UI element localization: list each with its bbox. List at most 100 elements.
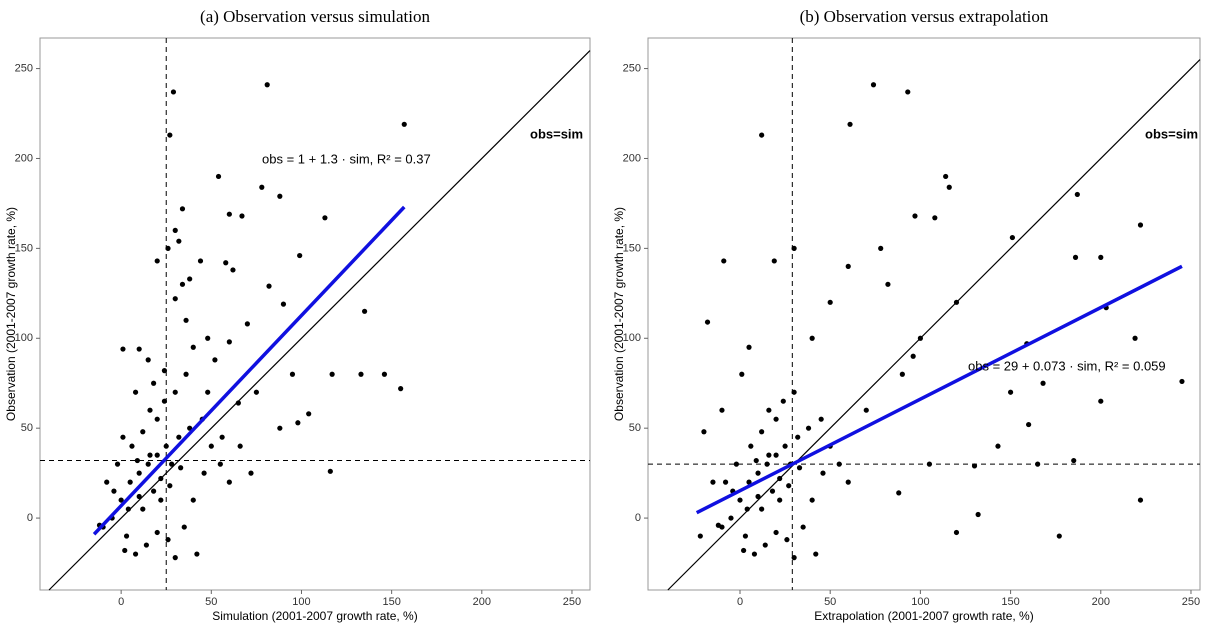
point bbox=[870, 82, 877, 88]
point bbox=[172, 296, 178, 302]
y-axis-label: Observation (2001-2007 growth rate, %) bbox=[4, 207, 18, 421]
point bbox=[129, 443, 135, 449]
point bbox=[208, 443, 214, 449]
point bbox=[226, 479, 232, 485]
point bbox=[154, 529, 160, 536]
point bbox=[145, 461, 151, 467]
point bbox=[226, 339, 232, 345]
point bbox=[751, 551, 758, 557]
point bbox=[800, 524, 806, 530]
point bbox=[244, 321, 250, 327]
point bbox=[809, 335, 815, 341]
point bbox=[134, 457, 140, 464]
point bbox=[953, 529, 960, 536]
x-tick-label: 100 bbox=[292, 596, 310, 608]
y-tick-label: 250 bbox=[623, 62, 641, 74]
point bbox=[172, 555, 178, 561]
point bbox=[145, 357, 151, 363]
y-tick-label: 50 bbox=[629, 422, 641, 434]
point bbox=[759, 506, 765, 512]
point bbox=[1179, 378, 1185, 385]
point bbox=[1137, 222, 1144, 228]
point bbox=[239, 213, 245, 219]
point bbox=[235, 400, 241, 406]
point bbox=[975, 511, 981, 518]
point bbox=[237, 443, 243, 449]
point bbox=[172, 227, 178, 233]
point bbox=[190, 344, 196, 350]
point bbox=[899, 371, 905, 377]
point bbox=[187, 425, 193, 431]
x-axis-label: Simulation (2001-2007 growth rate, %) bbox=[212, 609, 417, 623]
point bbox=[125, 506, 131, 512]
point bbox=[358, 371, 364, 377]
point bbox=[836, 461, 842, 467]
x-tick-label: 200 bbox=[473, 596, 491, 608]
point bbox=[120, 346, 126, 352]
point bbox=[187, 276, 193, 282]
x-tick-label: 100 bbox=[911, 596, 929, 608]
y-axis-label: Observation (2001-2007 growth rate, %) bbox=[612, 207, 626, 421]
x-tick-label: 150 bbox=[1001, 596, 1019, 608]
point bbox=[737, 497, 743, 503]
point bbox=[154, 452, 160, 458]
point bbox=[910, 353, 916, 359]
point bbox=[226, 211, 232, 217]
point bbox=[786, 483, 792, 489]
point bbox=[769, 488, 776, 494]
point bbox=[1056, 533, 1062, 539]
y-tick-label: 50 bbox=[21, 422, 33, 434]
point bbox=[132, 551, 139, 557]
point bbox=[398, 386, 404, 392]
point bbox=[753, 457, 759, 464]
point bbox=[122, 547, 128, 554]
point bbox=[219, 434, 225, 440]
point bbox=[971, 463, 978, 469]
point bbox=[111, 488, 117, 494]
point bbox=[820, 470, 826, 476]
point bbox=[120, 434, 126, 440]
point bbox=[147, 452, 153, 458]
point bbox=[795, 434, 801, 440]
point bbox=[217, 461, 223, 467]
point bbox=[165, 537, 171, 543]
point bbox=[905, 89, 911, 95]
y-tick-label: 250 bbox=[15, 62, 33, 74]
point bbox=[1026, 421, 1032, 428]
point bbox=[264, 82, 270, 88]
point bbox=[169, 461, 175, 467]
point bbox=[777, 475, 783, 482]
fit-equation: obs = 1 + 1.3 · sim, R² = 0.37 bbox=[262, 151, 431, 166]
point bbox=[733, 461, 739, 467]
point bbox=[722, 479, 729, 485]
point bbox=[176, 238, 182, 244]
y-tick-label: 200 bbox=[623, 152, 641, 164]
point bbox=[259, 184, 265, 190]
x-tick-label: 250 bbox=[1182, 596, 1200, 608]
point bbox=[297, 252, 303, 259]
point bbox=[163, 443, 169, 449]
point bbox=[151, 488, 157, 494]
point bbox=[780, 398, 786, 404]
point bbox=[205, 335, 211, 341]
point bbox=[739, 371, 745, 377]
point bbox=[721, 258, 727, 264]
point bbox=[201, 470, 207, 476]
y-tick-label: 100 bbox=[623, 332, 641, 344]
point bbox=[741, 547, 747, 554]
y-tick-label: 150 bbox=[15, 242, 33, 254]
point bbox=[946, 184, 952, 190]
point bbox=[784, 537, 790, 543]
point bbox=[179, 206, 186, 212]
point bbox=[179, 281, 186, 287]
point bbox=[953, 299, 960, 305]
panel-title: (a) Observation versus simulation bbox=[200, 7, 430, 26]
x-tick-label: 0 bbox=[737, 596, 743, 608]
point bbox=[845, 263, 851, 269]
point bbox=[932, 215, 938, 221]
point bbox=[764, 461, 770, 467]
point bbox=[943, 173, 949, 180]
point bbox=[1040, 380, 1046, 386]
identity-label: obs=sim bbox=[1145, 126, 1198, 141]
